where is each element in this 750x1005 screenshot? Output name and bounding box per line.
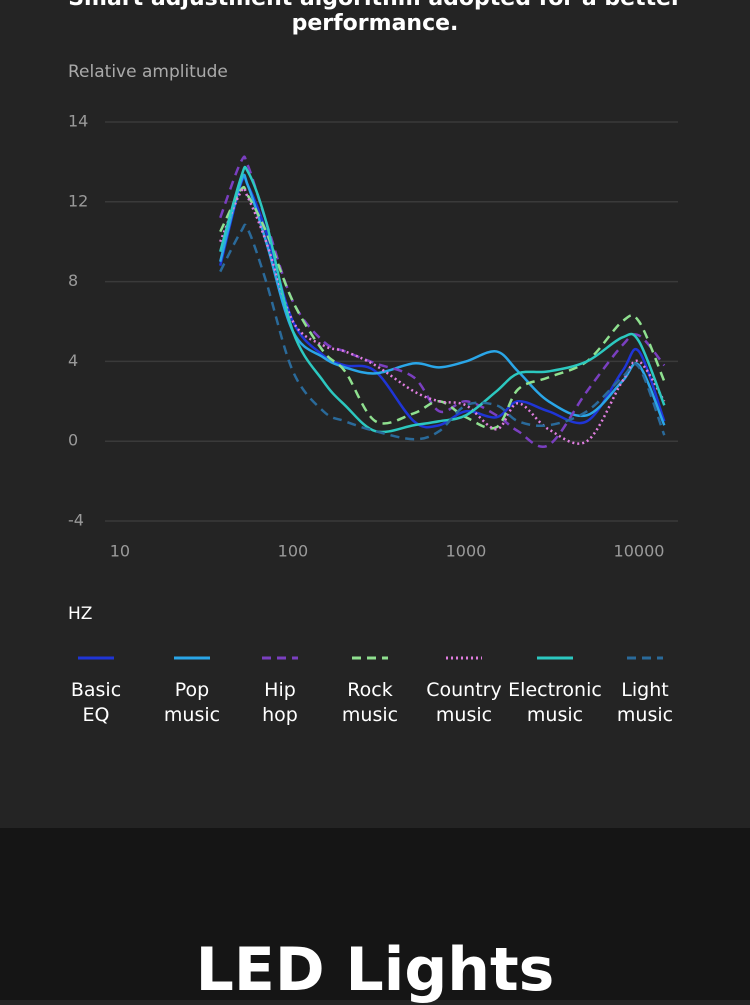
x-tick-label: 10000 [614, 542, 665, 561]
legend-item: Pop music [142, 650, 242, 728]
section-title: LED Lights [195, 935, 555, 1005]
series-line [219, 173, 666, 426]
legend-item: Electronic music [505, 650, 605, 728]
legend-swatch [627, 656, 663, 660]
legend-swatch [446, 656, 482, 660]
y-tick-label: 4 [68, 351, 78, 370]
y-tick-label: 8 [68, 271, 78, 290]
y-tick-label: 14 [68, 112, 88, 131]
y-axis-label: Relative amplitude [68, 62, 228, 82]
legend-label: Light music [616, 679, 674, 726]
y-tick-label: 12 [68, 191, 88, 210]
legend-swatch [262, 656, 298, 660]
series-line [219, 175, 666, 429]
legend-item: Light music [595, 650, 695, 728]
legend: Basic EQ Pop music Hip hop Rock music Countr… [0, 650, 750, 750]
chart: Relative amplitude HZ 14 12 8 4 0 -4 10 100 1000… [68, 62, 678, 624]
legend-label: Country music [426, 679, 502, 726]
legend-swatch [78, 656, 114, 660]
legend-item: Rock music [320, 650, 420, 728]
legend-label: Hip hop [262, 679, 298, 726]
series-line [219, 187, 666, 445]
legend-label: Electronic music [508, 679, 602, 726]
y-tick-label: 0 [68, 431, 78, 450]
series-line [219, 186, 666, 430]
y-tick-label: -4 [68, 511, 84, 530]
legend-label: Pop music [163, 679, 221, 726]
header-text: Smart adjustment algorithm adopted for a… [68, 0, 682, 36]
series-line [219, 223, 666, 441]
legend-label: Basic EQ [70, 679, 122, 726]
legend-item: Country music [414, 650, 514, 728]
x-tick-label: 100 [278, 542, 309, 561]
legend-item: Basic EQ [46, 650, 146, 728]
x-tick-label: 1000 [446, 542, 487, 561]
series-line [219, 165, 666, 434]
legend-swatch [352, 656, 388, 660]
series-line [219, 155, 666, 448]
legend-label: Rock music [341, 679, 399, 726]
legend-item: Hip hop [230, 650, 330, 728]
x-axis-label: HZ [68, 604, 92, 624]
footer-band [0, 828, 750, 1000]
x-tick-label: 10 [110, 542, 130, 561]
legend-swatch [174, 656, 210, 660]
legend-swatch [537, 656, 573, 660]
